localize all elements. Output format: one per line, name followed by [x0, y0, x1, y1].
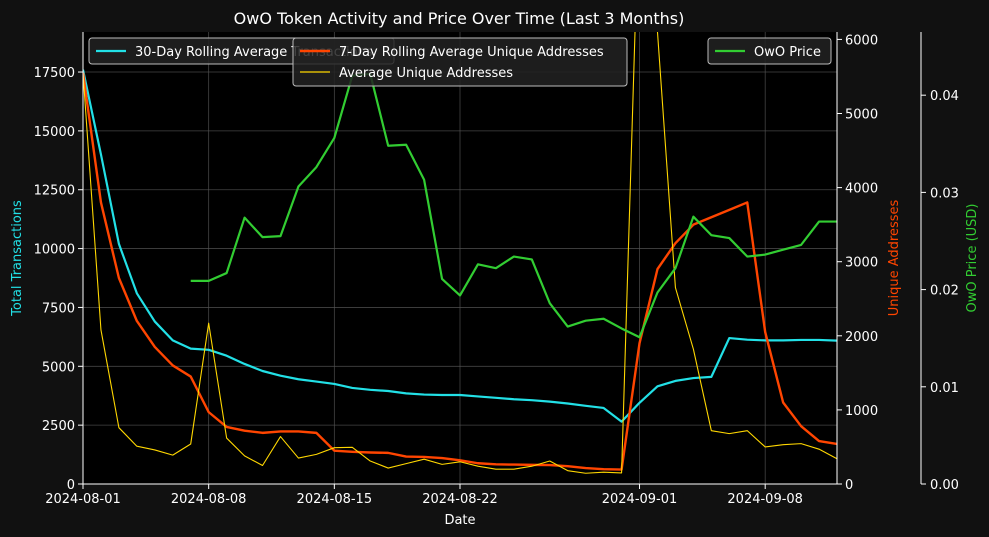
series-line-transactions-30day	[83, 69, 837, 423]
y-tick-label-left: 10000	[34, 243, 75, 258]
y-tick-label-left: 5000	[42, 360, 75, 375]
y-tick-label-right1: 2000	[845, 330, 878, 345]
y-tick-label-left: 15000	[34, 125, 75, 140]
y-tick-label-right2: 0.03	[930, 186, 959, 201]
x-tick-label: 2024-08-15	[297, 492, 373, 507]
legend-label-7day-unique: 7-Day Rolling Average Unique Addresses	[339, 45, 604, 60]
x-tick-label: 2024-08-01	[45, 492, 121, 507]
y-tick-label-right1: 6000	[845, 33, 878, 48]
x-tick-label: 2024-08-08	[171, 492, 247, 507]
y-axis-label-transactions: Total Transactions	[10, 200, 25, 317]
series-line-owo-price	[190, 72, 837, 339]
y-axis-label-price: OwO Price (USD)	[965, 204, 980, 313]
series-line-average-unique-addresses	[83, 32, 837, 474]
y-tick-label-left: 7500	[42, 301, 75, 316]
legend-label-price: OwO Price	[754, 45, 821, 60]
x-tick-label: 2024-08-22	[422, 492, 498, 507]
y-tick-label-left: 17500	[34, 66, 75, 81]
chart-title: OwO Token Activity and Price Over Time (…	[234, 9, 685, 28]
y-tick-label-right1: 3000	[845, 256, 878, 271]
y-tick-label-right1: 4000	[845, 182, 878, 197]
x-tick-label: 2024-09-08	[727, 492, 803, 507]
legend-box	[707, 37, 832, 65]
legend-price: OwO Price	[707, 37, 832, 65]
series-layer	[83, 32, 837, 474]
y-tick-label-right1: 0	[845, 478, 853, 493]
legend-label-average-unique: Average Unique Addresses	[339, 66, 513, 81]
legend-unique-addresses: 7-Day Rolling Average Unique Addresses A…	[292, 37, 628, 87]
y-tick-label-left: 2500	[42, 419, 75, 434]
y-tick-label-right2: 0.01	[930, 381, 959, 396]
x-axis-label: Date	[444, 513, 475, 528]
y-tick-label-right2: 0.02	[930, 284, 959, 299]
y-tick-label-left: 0	[67, 478, 75, 493]
y-tick-label-left: 12500	[34, 184, 75, 199]
axes-layer: 2024-08-01 2024-08-08 2024-08-15 2024-08-22…	[34, 32, 959, 507]
y-axis-label-unique-addresses: Unique Addresses	[887, 200, 902, 317]
y-tick-label-right2: 0.00	[930, 478, 959, 493]
x-tick-label: 2024-09-01	[602, 492, 678, 507]
y-tick-label-right2: 0.04	[930, 89, 959, 104]
y-tick-label-right1: 1000	[845, 404, 878, 419]
legend-box	[292, 37, 628, 87]
series-line-unique-addresses-7day	[83, 72, 837, 471]
y-tick-label-right1: 5000	[845, 108, 878, 123]
